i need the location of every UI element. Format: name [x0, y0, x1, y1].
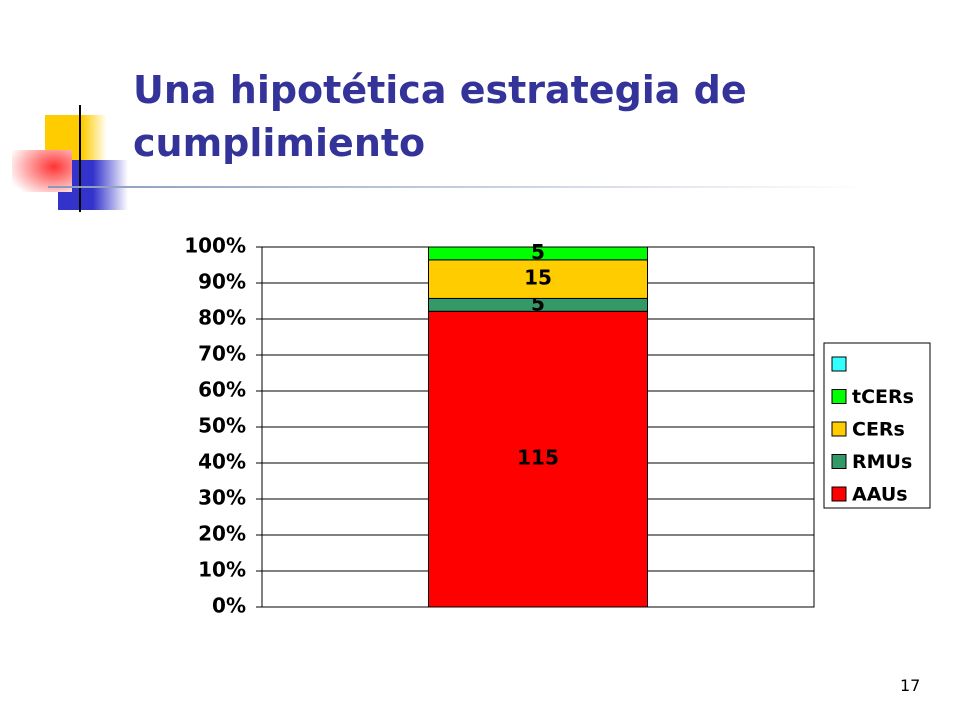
y-tick-label: 10%	[198, 558, 246, 582]
y-tick-label: 100%	[184, 234, 246, 258]
y-tick-label: 70%	[198, 342, 246, 366]
legend-label: tCERs	[852, 386, 914, 408]
slide-title: Una hipotética estrategia de cumplimient…	[133, 68, 747, 165]
bar-segment	[428, 259, 648, 299]
legend-swatch	[831, 356, 847, 372]
decor	[48, 186, 868, 188]
y-tick-label: 40%	[198, 450, 246, 474]
y-tick-label: 20%	[198, 522, 246, 546]
legend-label: AAUs	[852, 484, 908, 506]
bar-segment	[428, 246, 648, 261]
data-label: 115	[517, 446, 559, 470]
data-label: 5	[531, 240, 545, 264]
legend-swatch	[831, 421, 847, 437]
legend-label: RMUs	[852, 451, 912, 473]
y-tick-label: 90%	[198, 270, 246, 294]
data-label: 15	[524, 266, 552, 290]
y-tick-label: 50%	[198, 414, 246, 438]
y-tick-label: 60%	[198, 378, 246, 402]
bar-segment	[428, 310, 648, 608]
y-tick-label: 80%	[198, 306, 246, 330]
decor	[12, 150, 72, 192]
legend-swatch	[831, 389, 847, 404]
legend-label: CERs	[852, 419, 905, 441]
legend-swatch	[831, 486, 847, 502]
y-tick-label: 0%	[212, 594, 246, 618]
legend-swatch	[831, 454, 847, 469]
y-tick-label: 30%	[198, 486, 246, 510]
slide-number: 17	[900, 676, 921, 695]
